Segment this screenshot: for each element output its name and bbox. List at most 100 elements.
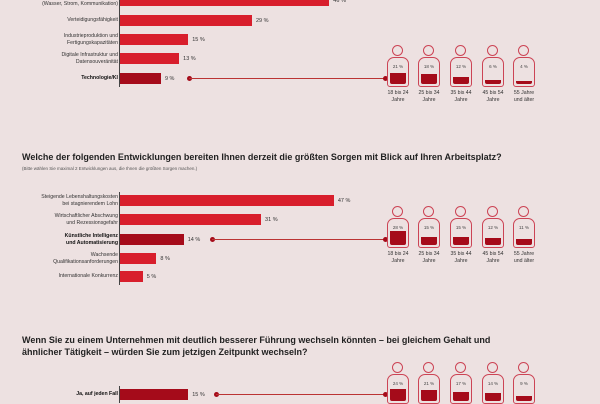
- fill-level: [516, 81, 532, 84]
- bar: [120, 234, 184, 245]
- value-label: 5 %: [146, 273, 157, 280]
- value-label: 14 %: [187, 236, 201, 243]
- bar: [120, 53, 180, 64]
- person-body-icon: 28 %: [387, 218, 409, 248]
- age-percent: 15 %: [423, 225, 435, 230]
- bar: [120, 15, 252, 26]
- value-label: 47 %: [337, 197, 351, 204]
- age-percent: 17 %: [455, 381, 467, 386]
- bar: [120, 389, 189, 400]
- person-head-icon: [487, 362, 498, 373]
- age-label: 25 bis 34 Jahre: [418, 251, 440, 264]
- category-label: Internationale Konkurrenz: [58, 273, 118, 280]
- age-label: 55 Jahre und älter: [513, 251, 535, 264]
- fill-level: [485, 393, 501, 401]
- person-head-icon: [392, 206, 403, 217]
- fill-level: [516, 395, 532, 401]
- value-label: 15 %: [192, 36, 205, 43]
- age-percent: 28 %: [392, 225, 404, 230]
- connector-dot: [383, 237, 388, 242]
- fill-level: [421, 74, 437, 84]
- age-label: 18 bis 24 Jahre: [387, 251, 409, 264]
- value-label: 46 %: [333, 0, 346, 4]
- fill-level: [421, 236, 437, 245]
- person-head-icon: [455, 45, 466, 56]
- person-head-icon: [518, 45, 529, 56]
- fill-level: [516, 238, 532, 245]
- bar: [120, 34, 189, 45]
- age-label: 45 bis 54 Jahre: [482, 90, 504, 103]
- category-label: Wachsende Qualifikationsanforderungen: [53, 252, 118, 265]
- person-body-icon: 6 %: [482, 57, 504, 87]
- fill-level: [485, 80, 501, 84]
- fill-level: [421, 390, 437, 401]
- person-head-icon: [518, 362, 529, 373]
- person-body-icon: 15 %: [418, 218, 440, 248]
- section-workplace-worries: Welche der folgenden Entwicklungen berei…: [22, 152, 535, 285]
- age-percent: 24 %: [392, 381, 404, 386]
- category-label: Künstliche Intelligenz und Automatisierun…: [64, 233, 118, 246]
- person-head-icon: [392, 45, 403, 56]
- person-head-icon: [392, 362, 403, 373]
- age-percent: 11 %: [519, 225, 529, 230]
- person-body-icon: 12 %: [482, 218, 504, 248]
- connector-dot: [383, 76, 388, 81]
- age-percent: 14 %: [487, 381, 499, 386]
- category-label: Digitale Infrastruktur und Datensouveräni…: [61, 52, 118, 65]
- question-title: Welche der folgenden Entwicklungen berei…: [22, 152, 502, 162]
- age-percent: 15 %: [455, 225, 467, 230]
- fill-level: [390, 388, 406, 401]
- age-label: 25 bis 34 Jahre: [418, 90, 440, 103]
- fill-level: [453, 391, 469, 401]
- value-label: 29 %: [255, 17, 269, 24]
- fill-level: [453, 236, 469, 245]
- value-label: 13 %: [183, 55, 196, 62]
- person-body-icon: 15 %: [450, 218, 472, 248]
- fill-level: [453, 77, 469, 84]
- fill-level: [390, 230, 406, 245]
- fill-level: [485, 238, 501, 245]
- age-label: 35 bis 44 Jahre: [450, 90, 472, 103]
- value-label: 8 %: [160, 255, 170, 262]
- bar: [120, 195, 334, 206]
- person-head-icon: [423, 206, 434, 217]
- axis-line: [119, 386, 120, 403]
- person-head-icon: [423, 362, 434, 373]
- person-body-icon: 12 %: [450, 57, 472, 87]
- age-percent: 21 %: [392, 64, 404, 69]
- person-head-icon: [423, 45, 434, 56]
- age-percent: 12 %: [455, 64, 467, 69]
- fill-level: [390, 73, 406, 84]
- age-percent: 9 %: [520, 381, 528, 386]
- age-label: 45 bis 54 Jahre: [482, 251, 504, 264]
- value-label: 15 %: [192, 391, 205, 398]
- connector-line: [216, 394, 385, 395]
- bar: [120, 0, 330, 6]
- person-body-icon: 11 %: [513, 218, 535, 248]
- person-body-icon: 4 %: [513, 57, 535, 87]
- axis-line: [119, 192, 120, 285]
- person-body-icon: 21 %: [387, 57, 409, 87]
- age-percent: 4 %: [520, 64, 528, 69]
- section-infrastructure: Kritische Infrastruktur(Wasser, Strom, K…: [0, 0, 600, 120]
- bar: [120, 253, 157, 264]
- person-head-icon: [455, 362, 466, 373]
- age-label: 35 bis 44 Jahre: [450, 251, 472, 264]
- age-percent: 12 %: [487, 225, 499, 230]
- person-head-icon: [518, 206, 529, 217]
- person-body-icon: 18 %: [418, 57, 440, 87]
- bar: [120, 214, 262, 225]
- category-label: Verteidigungsfähigkeit: [67, 17, 118, 24]
- category-label: Wirtschaftlicher Abschwung und Rezessions…: [54, 213, 118, 226]
- question-subtitle: (Bitte wählen Sie maximal 2 Entwicklunge…: [22, 166, 198, 171]
- connector-line: [188, 78, 385, 79]
- person-head-icon: [487, 45, 498, 56]
- category-label: Ja, auf jeden Fall: [76, 391, 118, 398]
- bar: [120, 271, 143, 282]
- value-label: 31 %: [265, 216, 278, 223]
- age-label: 18 bis 24 Jahre: [387, 90, 409, 103]
- bar: [120, 73, 161, 84]
- connector-line: [211, 239, 385, 240]
- age-percent: 18 %: [423, 64, 435, 69]
